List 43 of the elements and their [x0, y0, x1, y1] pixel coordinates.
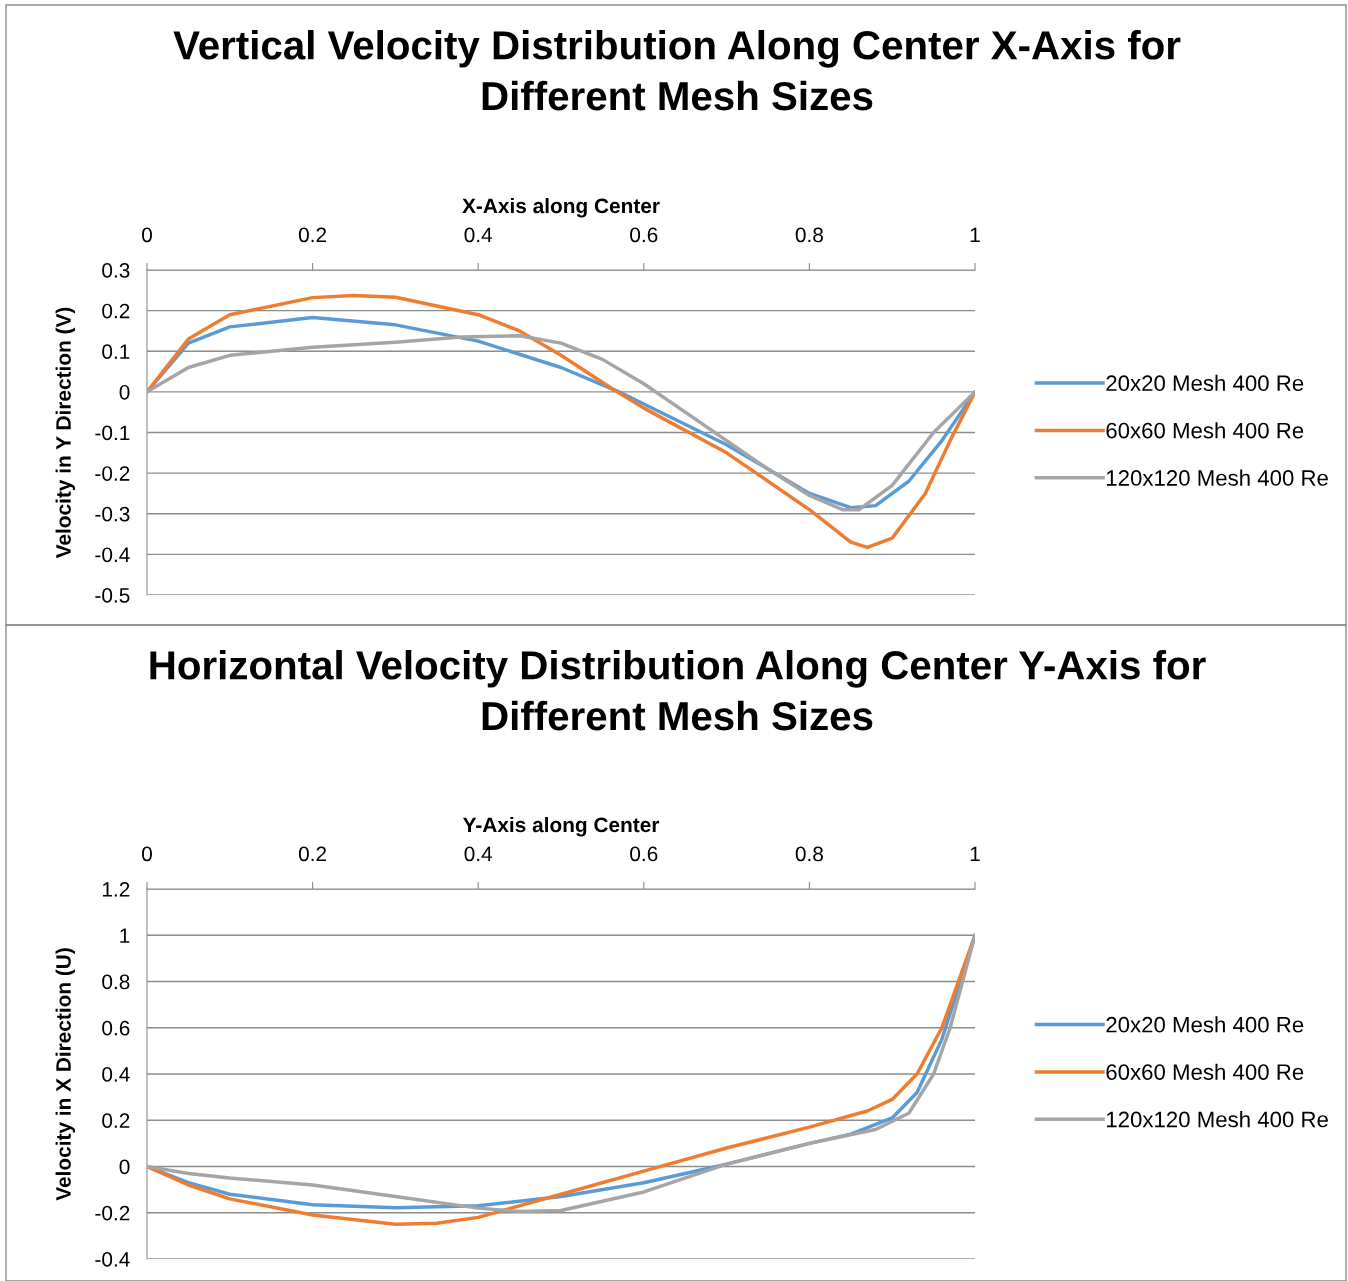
y-tick-label: -0.4: [95, 1252, 130, 1267]
y-tick-label: -0.3: [95, 506, 130, 522]
x-axis-title: Y-Axis along Center: [462, 816, 660, 837]
x-tick-label: 0.2: [298, 846, 327, 862]
y-tick-label: 0.4: [102, 1067, 130, 1082]
x-tick-label: 0.6: [630, 846, 658, 862]
y-tick-label: 0.8: [102, 974, 130, 990]
legend-label: 120x120 Mesh 400 Re: [1106, 1111, 1328, 1128]
y-tick-label: 0.6: [102, 1020, 130, 1036]
legend-label: 120x120 Mesh 400 Re: [1106, 469, 1328, 486]
x-tick-label: 1: [970, 846, 980, 862]
x-tick-label: 0.4: [464, 846, 493, 862]
x-tick-label: 0.6: [630, 227, 658, 243]
y-tick-label: 0.1: [102, 344, 130, 359]
y-tick-label: 1.2: [102, 882, 130, 897]
legend-label: 60x60 Mesh 400 Re: [1106, 1063, 1304, 1080]
y-tick-label: -0.5: [95, 588, 130, 603]
x-tick-label: 0.8: [795, 227, 823, 243]
y-axis-title: Velocity in Y Direction (V): [55, 307, 75, 559]
y-tick-label: 0: [119, 384, 130, 400]
x-tick-label: 1: [970, 227, 980, 243]
x-tick-label: 0: [142, 227, 152, 243]
x-axis-title: X-Axis along Center: [462, 197, 660, 218]
y-tick-label: 0.2: [102, 303, 130, 319]
y-tick-label: 0.3: [102, 263, 130, 278]
x-tick-label: 0: [142, 846, 152, 862]
y-tick-label: 1: [120, 928, 130, 943]
x-tick-label: 0.4: [464, 227, 493, 243]
y-tick-label: -0.4: [95, 547, 130, 563]
x-tick-label: 0.2: [298, 227, 327, 243]
line-series: [147, 293, 975, 550]
y-tick-label: -0.1: [95, 425, 130, 441]
y-tick-label: 0.2: [102, 1113, 130, 1128]
legend-label: 20x20 Mesh 400 Re: [1106, 374, 1304, 392]
y-tick-label: -0.2: [95, 1205, 130, 1221]
legend-label: 20x20 Mesh 400 Re: [1106, 1016, 1304, 1033]
chart-title: Horizontal Velocity Distribution Along Center Y-Axis for Different Mesh Sizes: [150, 650, 1206, 731]
legend-label: 60x60 Mesh 400 Re: [1106, 422, 1304, 439]
x-tick-label: 0.8: [795, 846, 823, 862]
y-tick-label: 0: [119, 1159, 130, 1175]
chart-title: Vertical Velocity Distribution Along Center X-Axis for Different Mesh Sizes: [173, 30, 1181, 111]
y-axis-title: Velocity in X Direction (U): [55, 948, 75, 1201]
y-tick-label: -0.2: [95, 466, 130, 481]
